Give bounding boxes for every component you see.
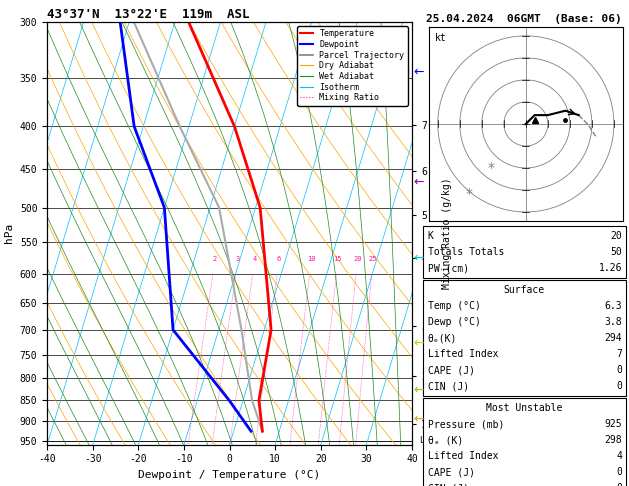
Text: Surface: Surface [504, 285, 545, 295]
Y-axis label: km
ASL: km ASL [430, 225, 451, 242]
Text: 298: 298 [604, 435, 622, 445]
Text: ←: ← [414, 66, 425, 79]
Text: 20: 20 [353, 256, 362, 261]
Text: LCL: LCL [420, 436, 434, 445]
Text: 0: 0 [616, 365, 622, 375]
Text: K: K [428, 231, 433, 241]
Text: 43°37'N  13°22'E  119m  ASL: 43°37'N 13°22'E 119m ASL [47, 8, 250, 21]
Text: *: * [487, 161, 494, 175]
Text: 2: 2 [213, 256, 217, 261]
Text: Dewp (°C): Dewp (°C) [428, 317, 481, 327]
Text: θₑ (K): θₑ (K) [428, 435, 463, 445]
Text: Mixing Ratio (g/kg): Mixing Ratio (g/kg) [442, 177, 452, 289]
Text: ←: ← [414, 383, 425, 396]
Text: 15: 15 [333, 256, 342, 261]
Text: CAPE (J): CAPE (J) [428, 467, 475, 477]
Text: 294: 294 [604, 333, 622, 343]
Text: 25: 25 [369, 256, 377, 261]
Legend: Temperature, Dewpoint, Parcel Trajectory, Dry Adiabat, Wet Adiabat, Isotherm, Mi: Temperature, Dewpoint, Parcel Trajectory… [297, 26, 408, 105]
X-axis label: Dewpoint / Temperature (°C): Dewpoint / Temperature (°C) [138, 470, 321, 480]
Text: 0: 0 [616, 381, 622, 391]
Text: 10: 10 [307, 256, 315, 261]
Text: CAPE (J): CAPE (J) [428, 365, 475, 375]
Text: kt: kt [435, 33, 447, 43]
Text: 3: 3 [235, 256, 240, 261]
Text: 7: 7 [616, 349, 622, 359]
Text: CIN (J): CIN (J) [428, 483, 469, 486]
Text: Pressure (mb): Pressure (mb) [428, 419, 504, 429]
Text: Lifted Index: Lifted Index [428, 451, 498, 461]
Text: 25.04.2024  06GMT  (Base: 06): 25.04.2024 06GMT (Base: 06) [426, 14, 622, 24]
Text: 1.26: 1.26 [599, 263, 622, 273]
Text: CIN (J): CIN (J) [428, 381, 469, 391]
Text: θₑ(K): θₑ(K) [428, 333, 457, 343]
Text: ←: ← [414, 413, 425, 426]
Text: 50: 50 [610, 247, 622, 257]
Text: 6.3: 6.3 [604, 301, 622, 311]
Text: 0: 0 [616, 483, 622, 486]
Text: 0: 0 [616, 467, 622, 477]
Text: Temp (°C): Temp (°C) [428, 301, 481, 311]
Text: 4: 4 [252, 256, 257, 261]
Text: Most Unstable: Most Unstable [486, 403, 562, 413]
Text: ←: ← [414, 176, 425, 189]
Text: ←: ← [414, 337, 425, 350]
Text: PW (cm): PW (cm) [428, 263, 469, 273]
Text: 4: 4 [616, 451, 622, 461]
Text: 20: 20 [610, 231, 622, 241]
Y-axis label: hPa: hPa [4, 223, 14, 243]
Text: 925: 925 [604, 419, 622, 429]
Text: *: * [465, 188, 472, 201]
Text: 3.8: 3.8 [604, 317, 622, 327]
Text: ←: ← [414, 252, 425, 265]
Text: Lifted Index: Lifted Index [428, 349, 498, 359]
Text: 6: 6 [277, 256, 281, 261]
Text: Totals Totals: Totals Totals [428, 247, 504, 257]
